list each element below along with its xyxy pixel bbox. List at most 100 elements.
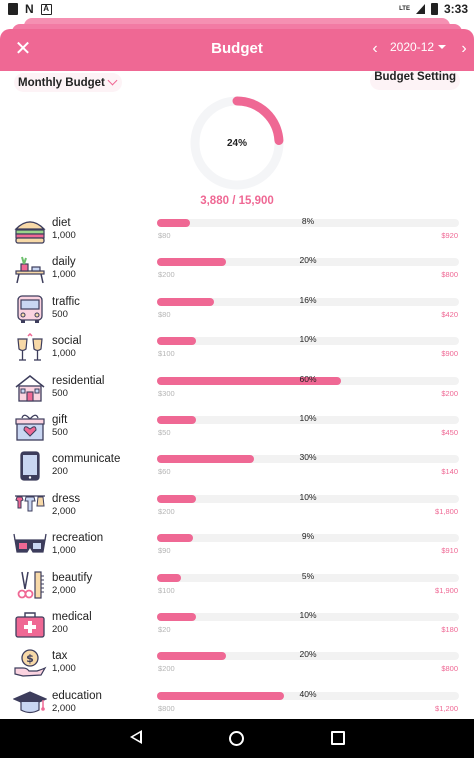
category-row-dress[interactable]: dress 2,000 10% $200 $1,800 [0, 489, 474, 528]
category-row-diet[interactable]: diet 1,000 8% $80 $920 [0, 213, 474, 252]
status-bar: N A LTE 3:33 [0, 0, 474, 18]
progress-track [157, 455, 459, 464]
chevron-down-icon [107, 75, 118, 86]
month-selector[interactable]: 2020-12 [390, 40, 447, 54]
gift-icon [15, 414, 45, 441]
category-row-social[interactable]: social 1,000 10% $100 $900 [0, 331, 474, 370]
remaining-amount: $180 [441, 625, 458, 634]
progress-track [157, 297, 459, 306]
category-budget: 1,000 [52, 269, 76, 281]
category-budget: 1,000 [52, 545, 76, 557]
category-name: education [52, 689, 102, 702]
budget-total: 3,880 / 15,900 [200, 195, 274, 207]
burger-icon [14, 221, 46, 244]
category-row-communicate[interactable]: communicate 200 30% $60 $140 [0, 449, 474, 488]
remaining-amount: $200 [441, 388, 458, 398]
progress-track [157, 652, 459, 661]
home-icon[interactable] [229, 731, 244, 746]
category-row-traffic[interactable]: traffic 500 16% $80 $420 [0, 292, 474, 331]
category-name: beautify [52, 571, 93, 584]
progress-fill [157, 573, 182, 582]
app-header: ✕ Budget ‹ 2020-12 › [0, 29, 474, 71]
spent-amount: $100 [158, 349, 175, 359]
remaining-amount: $1,900 [435, 585, 458, 595]
category-budget: 1,000 [52, 348, 76, 360]
spent-amount: $300 [158, 388, 175, 398]
remaining-amount: $910 [441, 546, 458, 556]
remaining-amount: $900 [441, 349, 458, 359]
progress-track [157, 376, 459, 385]
remaining-amount: $1,800 [435, 506, 458, 516]
category-row-medical[interactable]: medical 200 10% $20 $180 [0, 607, 474, 646]
progress-percent: 20% [299, 649, 317, 660]
remaining-amount: $140 [441, 467, 458, 477]
remaining-amount: $800 [441, 664, 458, 674]
house-icon [15, 374, 45, 402]
spent-amount: $90 [158, 546, 171, 556]
chevron-left-icon[interactable]: ‹ [372, 40, 378, 57]
phone-icon [20, 451, 40, 482]
progress-track [157, 613, 459, 621]
chevron-right-icon[interactable]: › [461, 40, 467, 57]
spent-amount: $50 [158, 428, 171, 437]
progress-fill [157, 691, 284, 700]
category-row-residential[interactable]: residential 500 60% $300 $200 [0, 371, 474, 410]
progress-percent: 60% [299, 373, 317, 384]
progress-fill [157, 652, 227, 661]
wine-glasses-icon [17, 333, 43, 361]
progress-track [157, 573, 459, 582]
progress-track [157, 337, 459, 346]
progress-percent: 10% [299, 491, 317, 502]
a-notification-icon: A [40, 3, 52, 15]
category-row-gift[interactable]: gift 500 10% $50 $450 [0, 410, 474, 449]
category-row-recreation[interactable]: recreation 1,000 9% $90 $910 [0, 528, 474, 567]
first-aid-kit-icon [15, 612, 45, 638]
category-name: communicate [52, 453, 121, 466]
category-row-beautify[interactable]: beautify 2,000 5% $100 $1,900 [0, 568, 474, 607]
spent-amount: $100 [158, 585, 175, 595]
progress-track [157, 416, 459, 424]
budget-type-dropdown[interactable]: Monthly Budget [14, 73, 122, 92]
sd-card-icon [8, 3, 18, 15]
scissors-comb-icon [17, 570, 44, 599]
category-budget: 500 [52, 387, 68, 399]
spent-amount: $20 [158, 625, 171, 634]
category-budget: 1,000 [52, 230, 76, 241]
progress-track [157, 494, 459, 503]
progress-fill [157, 455, 254, 464]
progress-percent: 10% [299, 413, 317, 423]
recent-apps-icon[interactable] [331, 731, 345, 745]
category-budget: 200 [52, 466, 68, 478]
back-icon[interactable] [130, 730, 142, 744]
progress-track [157, 691, 459, 700]
spent-amount: $60 [158, 467, 171, 477]
category-budget: 1,000 [52, 663, 76, 675]
progress-percent: 20% [299, 255, 317, 266]
progress-percent: 10% [299, 610, 317, 620]
month-label: 2020-12 [390, 40, 435, 54]
category-row-daily[interactable]: daily 1,000 20% $200 $800 [0, 252, 474, 291]
budget-setting-button[interactable]: Budget Setting [370, 71, 460, 90]
category-row-education[interactable]: education 2,000 40% $800 $1,200 [0, 686, 474, 725]
progress-fill [157, 416, 197, 424]
progress-fill [157, 297, 215, 306]
close-icon[interactable]: ✕ [14, 38, 32, 60]
table-plant-icon [15, 257, 45, 284]
progress-percent: 8% [301, 216, 315, 226]
category-budget: 500 [52, 308, 68, 320]
category-name: residential [52, 374, 105, 387]
category-name: medical [52, 611, 92, 623]
progress-percent: 10% [299, 334, 317, 345]
category-row-tax[interactable]: $ tax 1,000 20% $200 $800 [0, 646, 474, 685]
category-name: recreation [52, 532, 104, 545]
progress-percent: 5% [301, 570, 315, 581]
remaining-amount: $420 [441, 309, 458, 319]
category-name: social [52, 335, 82, 348]
category-name: gift [52, 414, 68, 426]
clothesline-icon [15, 495, 45, 512]
progress-track [157, 534, 459, 543]
progress-percent: 30% [299, 452, 317, 463]
clock: 3:33 [443, 2, 468, 16]
spent-amount: $200 [158, 270, 175, 280]
remaining-amount: $800 [441, 270, 458, 280]
